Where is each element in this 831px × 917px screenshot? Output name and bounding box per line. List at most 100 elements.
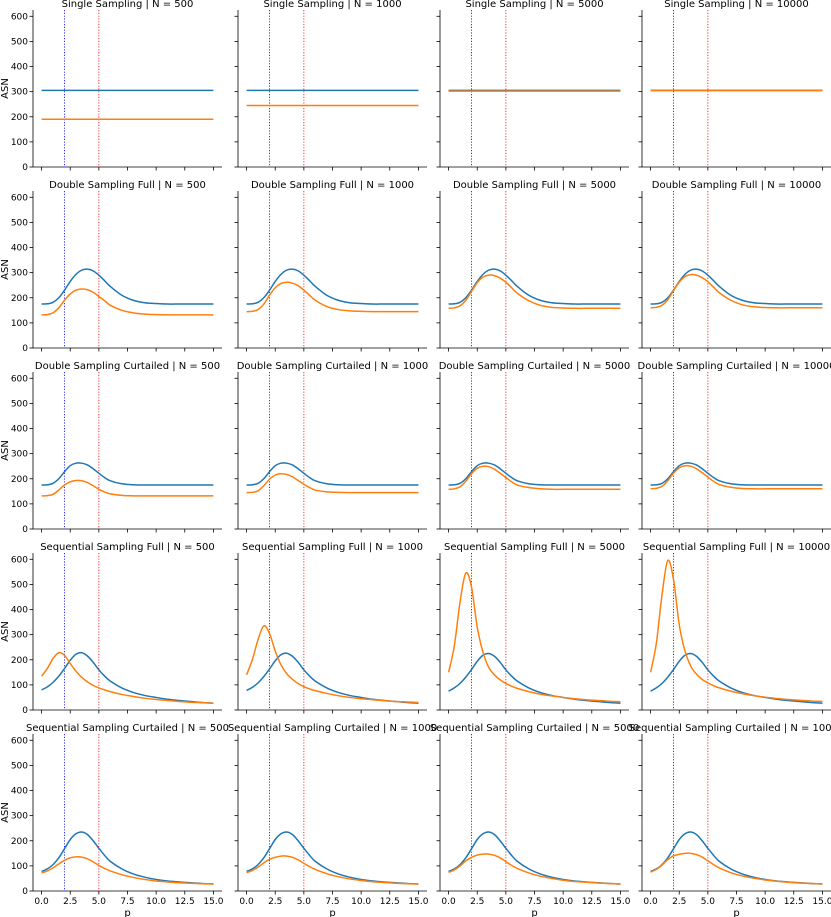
series-line-orange [41, 856, 214, 885]
y-tick-label: 200 [11, 113, 28, 123]
y-tick-label: 400 [11, 63, 28, 73]
chart-panel: Sequential Sampling Full | N = 5000 [436, 542, 629, 714]
panel-title: Double Sampling Full | N = 5000 [453, 180, 616, 191]
x-tick-label: 7.5 [729, 897, 743, 907]
series-line-orange [246, 855, 419, 885]
series-line-orange [246, 472, 419, 494]
chart-panel: Sequential Sampling Full | N = 10000 [638, 542, 831, 714]
panel-title: Single Sampling | N = 10000 [664, 0, 808, 10]
panel-title: Double Sampling Curtailed | N = 5000 [439, 361, 631, 372]
chart-panel: Single Sampling | N = 1000 [234, 0, 427, 171]
chart-panel: Sequential Sampling Curtailed | N = 1000… [228, 723, 437, 917]
series-line-blue [448, 268, 621, 305]
x-tick-label: 0.0 [441, 897, 456, 907]
x-axis-label: p [531, 908, 537, 917]
series-line-orange [650, 464, 823, 490]
y-tick-label: 0 [22, 344, 28, 354]
panel-title: Single Sampling | N = 500 [62, 0, 194, 10]
chart-panel: Double Sampling Full | N = 1000 [234, 180, 427, 352]
series-line-orange [246, 281, 419, 313]
chart-panel: Double Sampling Curtailed | N = 1000 [234, 361, 429, 533]
y-tick-label: 100 [11, 138, 28, 148]
y-tick-label: 400 [11, 606, 28, 616]
series-line-orange [40, 651, 214, 704]
x-tick-label: 10.0 [351, 897, 371, 907]
y-tick-label: 200 [11, 294, 28, 304]
y-tick-label: 100 [11, 862, 28, 872]
series-line-blue [650, 462, 823, 486]
y-tick-label: 400 [11, 425, 28, 435]
y-tick-label: 100 [11, 681, 28, 691]
x-tick-label: 12.5 [175, 897, 195, 907]
x-tick-label: 0.0 [239, 897, 254, 907]
chart-panel: Double Sampling Full | N = 10000 [638, 180, 831, 352]
y-tick-label: 300 [11, 631, 28, 641]
panel-title: Double Sampling Curtailed | N = 500 [35, 361, 220, 372]
panel-title: Sequential Sampling Full | N = 1000 [242, 542, 423, 553]
y-tick-label: 600 [11, 374, 28, 384]
series-line-orange [650, 852, 823, 885]
x-tick-label: 12.5 [582, 897, 602, 907]
x-tick-label: 10.0 [553, 897, 573, 907]
y-tick-label: 0 [22, 887, 28, 897]
series-line-blue [650, 831, 823, 885]
chart-panel: Double Sampling Curtailed | N = 10000 [638, 361, 831, 533]
x-tick-label: 15.0 [408, 897, 428, 907]
series-line-orange [448, 853, 621, 885]
y-axis-label: ASN [0, 78, 11, 99]
y-tick-label: 500 [11, 580, 28, 590]
chart-panel: Double Sampling Curtailed | N = 5000 [436, 361, 631, 533]
panel-title: Sequential Sampling Curtailed | N = 1000 [228, 723, 437, 734]
x-tick-label: 15.0 [203, 897, 223, 907]
x-axis-label: p [329, 908, 335, 917]
chart-panel: Double Sampling Curtailed | N = 500 0 100 2… [0, 361, 222, 535]
y-tick-label: 0 [22, 525, 28, 535]
y-tick-label: 500 [11, 761, 28, 771]
y-tick-label: 200 [11, 656, 28, 666]
panel-title: Sequential Sampling Curtailed | N = 500 [26, 723, 229, 734]
chart-panel: Sequential Sampling Curtailed | N = 500 0… [0, 723, 229, 917]
x-tick-label: 0.0 [34, 897, 49, 907]
series-line-blue [41, 268, 214, 305]
x-axis-label: p [733, 908, 739, 917]
chart-panel: Single Sampling | N = 10000 [638, 0, 831, 171]
panel-title: Single Sampling | N = 5000 [465, 0, 603, 10]
x-tick-label: 10.0 [755, 897, 775, 907]
series-line-orange [41, 479, 214, 497]
y-axis-label: ASN [0, 440, 11, 461]
x-tick-label: 5.0 [297, 897, 312, 907]
x-tick-label: 2.5 [268, 897, 282, 907]
y-tick-label: 300 [11, 88, 28, 98]
panel-title: Sequential Sampling Curtailed | N = 1000… [629, 723, 831, 734]
series-line-blue [448, 831, 621, 885]
panel-title: Double Sampling Full | N = 1000 [251, 180, 414, 191]
y-axis-label: ASN [0, 802, 11, 823]
x-tick-label: 15.0 [610, 897, 630, 907]
series-line-orange [448, 465, 621, 491]
chart-panel: Single Sampling | N = 500 0 100 200 300 400 50… [0, 0, 222, 173]
x-axis-label: p [124, 908, 130, 917]
series-line-blue [650, 652, 823, 704]
x-tick-label: 7.5 [120, 897, 134, 907]
panel-title: Double Sampling Full | N = 500 [49, 180, 206, 191]
y-tick-label: 100 [11, 500, 28, 510]
series-line-orange [448, 274, 621, 310]
x-tick-label: 12.5 [380, 897, 400, 907]
series-line-orange [245, 624, 419, 704]
series-line-blue [246, 268, 419, 305]
y-tick-label: 300 [11, 812, 28, 822]
y-tick-label: 0 [22, 163, 28, 173]
panel-title: Sequential Sampling Curtailed | N = 5000 [430, 723, 639, 734]
panel-title: Sequential Sampling Full | N = 10000 [643, 542, 830, 553]
series-line-blue [41, 651, 214, 704]
chart-panel: Sequential Sampling Full | N = 1000 [234, 542, 427, 714]
series-line-blue [246, 652, 419, 704]
panel-title: Double Sampling Curtailed | N = 1000 [237, 361, 429, 372]
y-tick-label: 300 [11, 269, 28, 279]
series-line-blue [41, 462, 214, 486]
x-tick-label: 7.5 [325, 897, 339, 907]
x-tick-label: 2.5 [470, 897, 484, 907]
y-tick-label: 600 [11, 736, 28, 746]
y-tick-label: 500 [11, 37, 28, 47]
